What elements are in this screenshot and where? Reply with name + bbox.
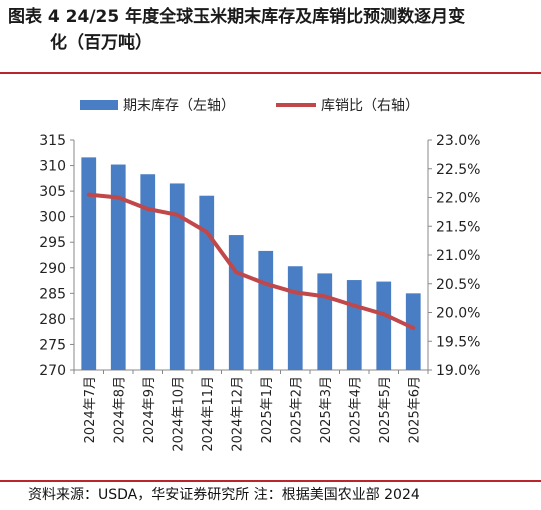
bar-3 [140,174,156,370]
title-divider [0,72,541,74]
x-tick-label: 2025年3月 [319,376,334,443]
y-right-tick-label: 22.5% [436,162,480,178]
chart-title: 图表 4 24/25 年度全球玉米期末库存及库销比预测数逐月变 化（百万吨） [8,4,533,56]
bar-7 [258,250,274,370]
chart-title-line2: 化（百万吨） [50,33,152,53]
y-right-tick-label: 20.0% [436,306,480,322]
source-divider [0,480,541,482]
x-tick-label: 2024年12月 [230,376,245,452]
y-left-tick-label: 290 [39,261,66,277]
y-right-tick-label: 23.0% [436,133,480,149]
bar-6 [228,235,244,370]
chart-area: 期末库存（左轴） 库销比（右轴） 270 275 280 285 290 295 300 305 3… [39,98,480,452]
y-right-tick-label: 20.5% [436,277,480,293]
y-left-tick-label: 285 [39,286,66,302]
x-tick-label: 2025年1月 [260,376,275,443]
bar-8 [287,266,303,370]
y-left-tick-label: 305 [39,184,66,200]
y-left-tick-label: 300 [39,210,66,226]
x-tick-label: 2024年11月 [201,376,216,452]
bar-1 [81,157,97,370]
x-tick-label: 2024年10月 [171,376,186,452]
y-left-tick-label: 310 [39,159,66,175]
x-tick-label: 2024年7月 [83,376,98,443]
y-left-tick-label: 295 [39,235,66,251]
x-tick-label: 2025年4月 [348,376,363,443]
source-note: 资料来源：USDA，华安证券研究所 注：根据美国农业部 2024 [28,487,420,503]
line-series-stock-to-use [86,192,416,330]
bar-5 [199,195,215,370]
x-tick-label: 2025年5月 [378,376,393,443]
y-left-tick-label: 275 [39,337,66,353]
bar-2 [110,164,126,370]
y-left-tick-label: 270 [39,363,66,379]
legend-label-line: 库销比（右轴） [321,98,419,114]
y-right-tick-label: 21.0% [436,248,480,264]
legend-label-bar: 期末库存（左轴） [123,98,235,114]
y-right-tick-label: 21.5% [436,219,480,235]
legend-swatch-bar [80,100,118,110]
bar-9 [317,273,333,370]
y-left-tick-label: 280 [39,312,66,328]
bar-11 [376,281,392,370]
bar-12 [405,293,421,370]
bar-10 [346,280,362,370]
y-right-tick-label: 19.5% [436,334,480,350]
x-tick-label: 2025年6月 [407,376,422,443]
y-right-tick-label: 19.0% [436,363,480,379]
chart-title-line1: 图表 4 24/25 年度全球玉米期末库存及库销比预测数逐月变 [8,7,466,27]
y-left-tick-label: 315 [39,133,66,149]
y-right-tick-label: 22.0% [436,191,480,207]
x-tick-label: 2025年2月 [289,376,304,443]
x-tick-label: 2024年9月 [142,376,157,443]
x-tick-label: 2024年8月 [112,376,127,443]
bar-4 [169,183,185,370]
